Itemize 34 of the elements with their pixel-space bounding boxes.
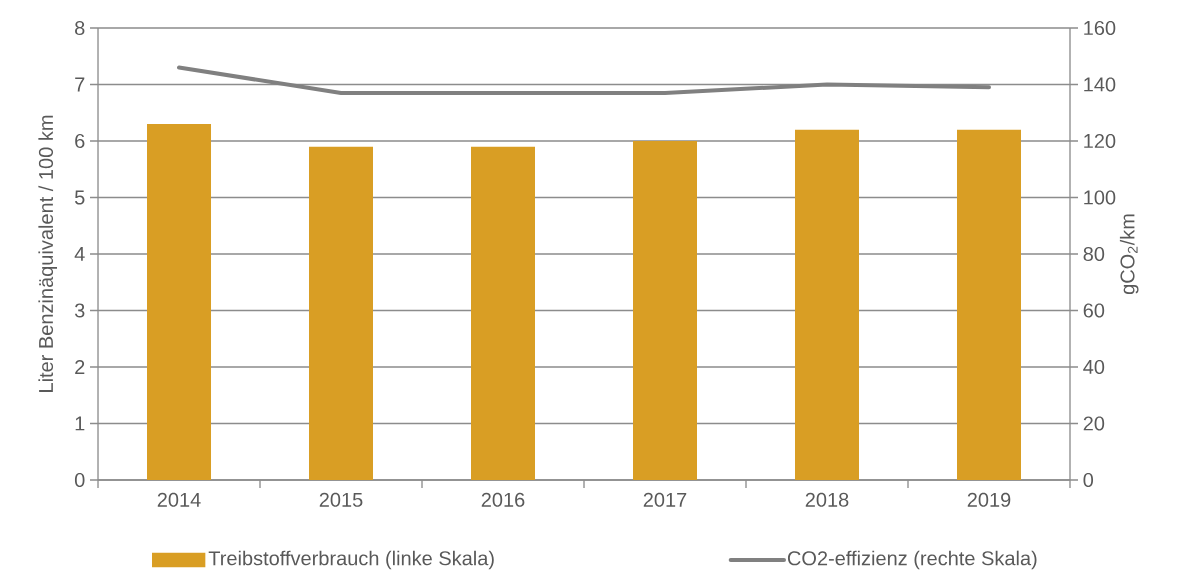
x-tick-label: 2017 xyxy=(643,492,687,507)
bar xyxy=(471,146,536,480)
bar xyxy=(957,129,1022,480)
bar xyxy=(633,141,697,480)
y2-tick-label: 80 xyxy=(1083,246,1105,262)
y-tick-label: 2 xyxy=(75,360,85,374)
x-tick-label: 2016 xyxy=(481,492,525,507)
y-tick-label: 0 xyxy=(74,472,85,488)
y-tick-label: 4 xyxy=(74,247,85,261)
y2-tick-label: 40 xyxy=(1083,359,1105,375)
y2-tick-label: 100 xyxy=(1084,190,1116,205)
x-tick-label: 2019 xyxy=(967,492,1011,507)
y-tick-label: 6 xyxy=(75,133,85,149)
bar xyxy=(147,124,212,480)
y-tick-label: 5 xyxy=(74,190,85,205)
x-tick-label: 2018 xyxy=(805,492,849,507)
y2-axis-title: gCO$_{2}$/km xyxy=(1119,214,1139,295)
legend-label: CO2-effizienz (rechte Skala) xyxy=(787,550,1037,570)
y-axis-title: Liter Benzinäquivalent / 100 km xyxy=(38,115,58,392)
y2-tick-label: 160 xyxy=(1084,20,1116,36)
x-tick-label: 2014 xyxy=(157,492,201,507)
bar xyxy=(309,146,374,480)
y-tick-label: 3 xyxy=(74,303,85,318)
y2-tick-label: 20 xyxy=(1083,416,1105,431)
legend-label: Treibstoffverbrauch (linke Skala) xyxy=(208,550,494,570)
y2-tick-label: 140 xyxy=(1084,77,1116,92)
y-tick-label: 8 xyxy=(75,20,85,36)
y-tick-label: 7 xyxy=(75,77,85,92)
x-tick-label: 2015 xyxy=(319,492,363,507)
y2-tick-label: 0 xyxy=(1083,472,1094,488)
y2-tick-label: 120 xyxy=(1084,133,1116,149)
y-tick-label: 1 xyxy=(75,416,85,431)
y2-tick-label: 60 xyxy=(1083,303,1105,318)
bar xyxy=(795,129,859,480)
